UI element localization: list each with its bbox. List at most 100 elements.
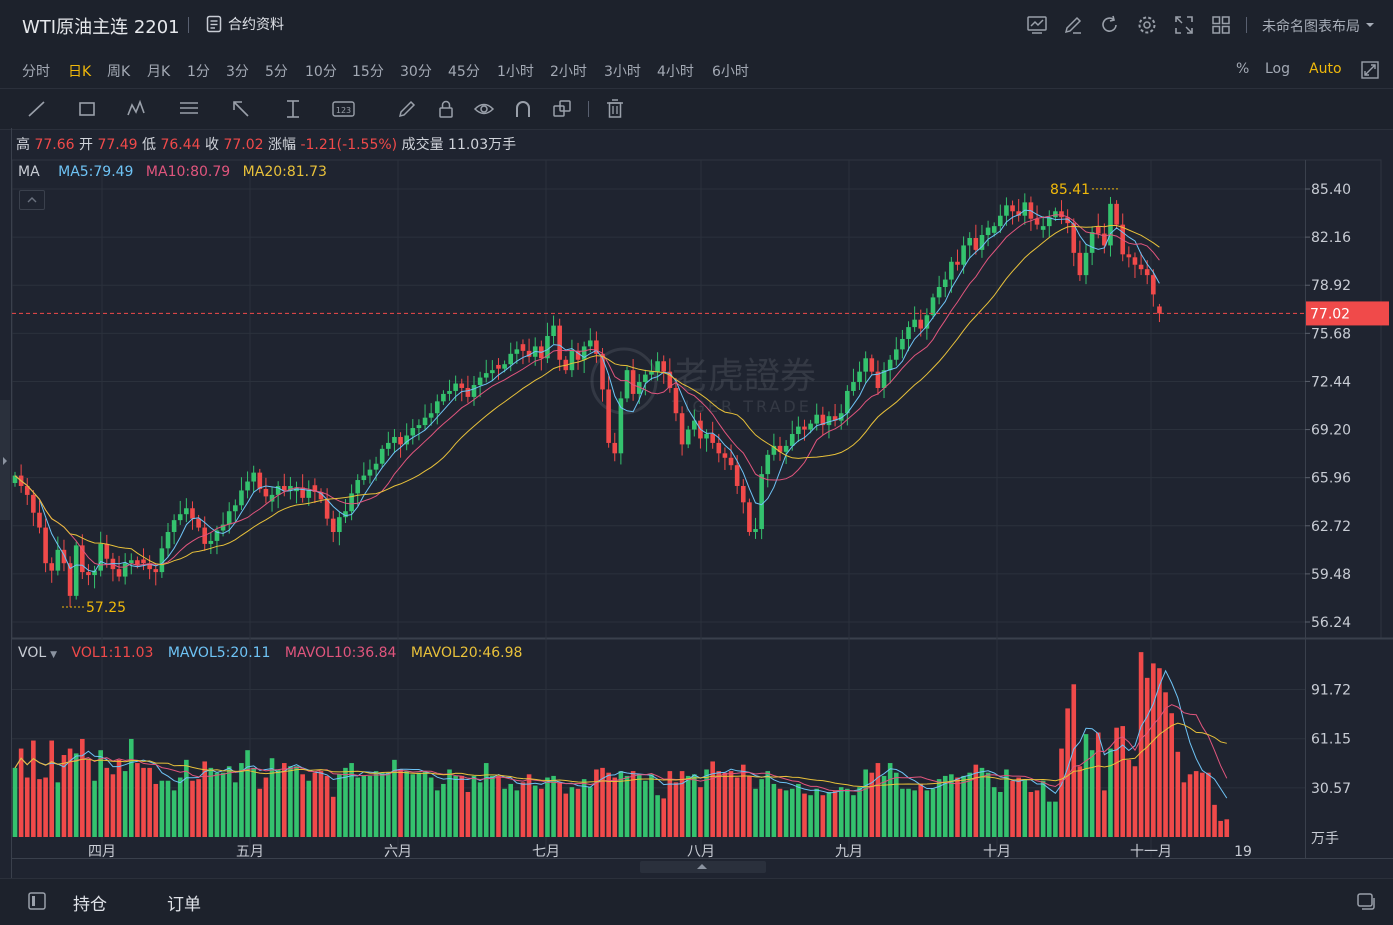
- candle-body: [838, 413, 844, 421]
- fib-tool-icon[interactable]: [178, 98, 200, 120]
- period-3[interactable]: 月K: [147, 64, 171, 80]
- period-7[interactable]: 10分: [305, 64, 337, 80]
- expand-icon[interactable]: [1360, 60, 1380, 80]
- magnet-icon[interactable]: [512, 98, 534, 120]
- label-tool-icon[interactable]: 123: [332, 98, 356, 120]
- ma-label[interactable]: MA: [18, 164, 40, 180]
- period-15[interactable]: 6小时: [712, 64, 749, 80]
- measure-tool-icon[interactable]: [282, 98, 304, 120]
- period-9[interactable]: 30分: [400, 64, 432, 80]
- line-tool-icon[interactable]: [26, 98, 48, 120]
- chart-scroll-handle[interactable]: [640, 861, 766, 873]
- quote-info-line: 高 77.66 开 77.49 低 76.44 收 77.02 涨幅 -1.21…: [16, 137, 517, 153]
- volume-bar: [508, 783, 514, 837]
- candle-body: [453, 383, 458, 391]
- volume-bar: [1163, 692, 1168, 837]
- panel-toggle-icon[interactable]: [27, 891, 47, 911]
- trash-icon[interactable]: [604, 98, 626, 120]
- volume-bar: [1034, 790, 1040, 837]
- fullscreen-icon[interactable]: [1173, 14, 1195, 36]
- max-price-marker: 85.41: [1050, 182, 1120, 198]
- period-12[interactable]: 2小时: [550, 64, 587, 80]
- period-6[interactable]: 5分: [265, 64, 288, 80]
- eye-icon[interactable]: [473, 98, 495, 120]
- volume-bar: [147, 767, 152, 837]
- period-5[interactable]: 3分: [226, 64, 249, 80]
- volume-bar: [447, 769, 452, 837]
- period-4[interactable]: 1分: [187, 64, 210, 80]
- volume-bar: [1077, 766, 1083, 837]
- period-10[interactable]: 45分: [448, 64, 480, 80]
- candle-body: [459, 383, 465, 388]
- pattern-tool-icon[interactable]: [126, 98, 148, 120]
- percent-toggle[interactable]: %: [1236, 61, 1250, 77]
- candle-body: [73, 545, 79, 596]
- volume-bar: [61, 755, 67, 837]
- vol-label[interactable]: VOL: [18, 645, 47, 661]
- auto-toggle[interactable]: Auto: [1309, 61, 1342, 77]
- layout-selector[interactable]: 未命名图表布局: [1262, 16, 1374, 36]
- volume-bar: [612, 777, 618, 837]
- volume-bar: [337, 774, 342, 837]
- period-1[interactable]: 日K: [68, 64, 92, 80]
- pencil-icon[interactable]: [396, 98, 418, 120]
- period-2[interactable]: 周K: [107, 64, 131, 80]
- candle-body: [900, 338, 905, 350]
- volume-bar: [428, 777, 434, 837]
- volume-bar: [875, 763, 881, 837]
- candle-body: [551, 325, 556, 337]
- tab-orders[interactable]: 订单: [167, 895, 201, 915]
- log-toggle[interactable]: Log: [1265, 61, 1291, 77]
- grid-layout-icon[interactable]: [1210, 14, 1232, 36]
- contract-info-label: 合约资料: [228, 17, 284, 33]
- candle-body: [716, 442, 722, 454]
- settings-icon[interactable]: [1136, 14, 1158, 36]
- period-0[interactable]: 分时: [22, 64, 50, 80]
- period-13[interactable]: 3小时: [604, 64, 641, 80]
- volume-bar: [300, 774, 305, 837]
- volume-bar: [734, 777, 740, 837]
- chart-compare-icon[interactable]: [1026, 14, 1048, 36]
- candle-body: [337, 517, 342, 533]
- collapse-button[interactable]: [19, 190, 45, 210]
- volume-bar: [355, 777, 361, 837]
- vol-dropdown-icon[interactable]: ▼: [50, 650, 58, 660]
- volume-bar: [728, 771, 734, 837]
- symbol-title[interactable]: WTI原油主连 2201: [22, 17, 180, 38]
- volume-bar: [545, 777, 550, 837]
- price-tick-label: 62.72: [1311, 519, 1351, 535]
- candle-body: [1059, 211, 1064, 218]
- lock-icon[interactable]: [435, 98, 457, 120]
- volume-bar: [141, 767, 146, 837]
- chat-icon[interactable]: [1356, 892, 1376, 912]
- candle-body: [361, 475, 367, 481]
- volume-bar: [343, 767, 348, 837]
- tab-positions[interactable]: 持仓: [73, 895, 107, 915]
- volume-bar: [563, 793, 569, 837]
- candle-body: [655, 361, 660, 372]
- candle-body: [447, 390, 452, 394]
- candle-body: [263, 488, 269, 497]
- clone-icon[interactable]: [551, 98, 573, 120]
- period-8[interactable]: 15分: [352, 64, 384, 80]
- volume-bar: [661, 798, 667, 837]
- volume-bar: [1071, 684, 1077, 837]
- refresh-icon[interactable]: [1099, 14, 1121, 36]
- rect-tool-icon[interactable]: [76, 98, 98, 120]
- volume-bar: [1102, 790, 1107, 837]
- contract-info-button[interactable]: 合约资料: [206, 14, 284, 34]
- edit-icon[interactable]: [1062, 14, 1084, 36]
- candle-body: [508, 353, 514, 365]
- candle-body: [936, 287, 942, 298]
- volume-bar: [324, 775, 330, 837]
- period-14[interactable]: 4小时: [657, 64, 694, 80]
- volume-bar: [263, 777, 269, 837]
- volume-bar: [893, 772, 899, 837]
- volume-bar: [392, 759, 397, 837]
- volume-bar: [490, 775, 495, 837]
- volume-bar: [832, 790, 838, 837]
- arrow-tool-icon[interactable]: [230, 98, 252, 120]
- period-11[interactable]: 1小时: [497, 64, 534, 80]
- candle-body: [789, 434, 795, 446]
